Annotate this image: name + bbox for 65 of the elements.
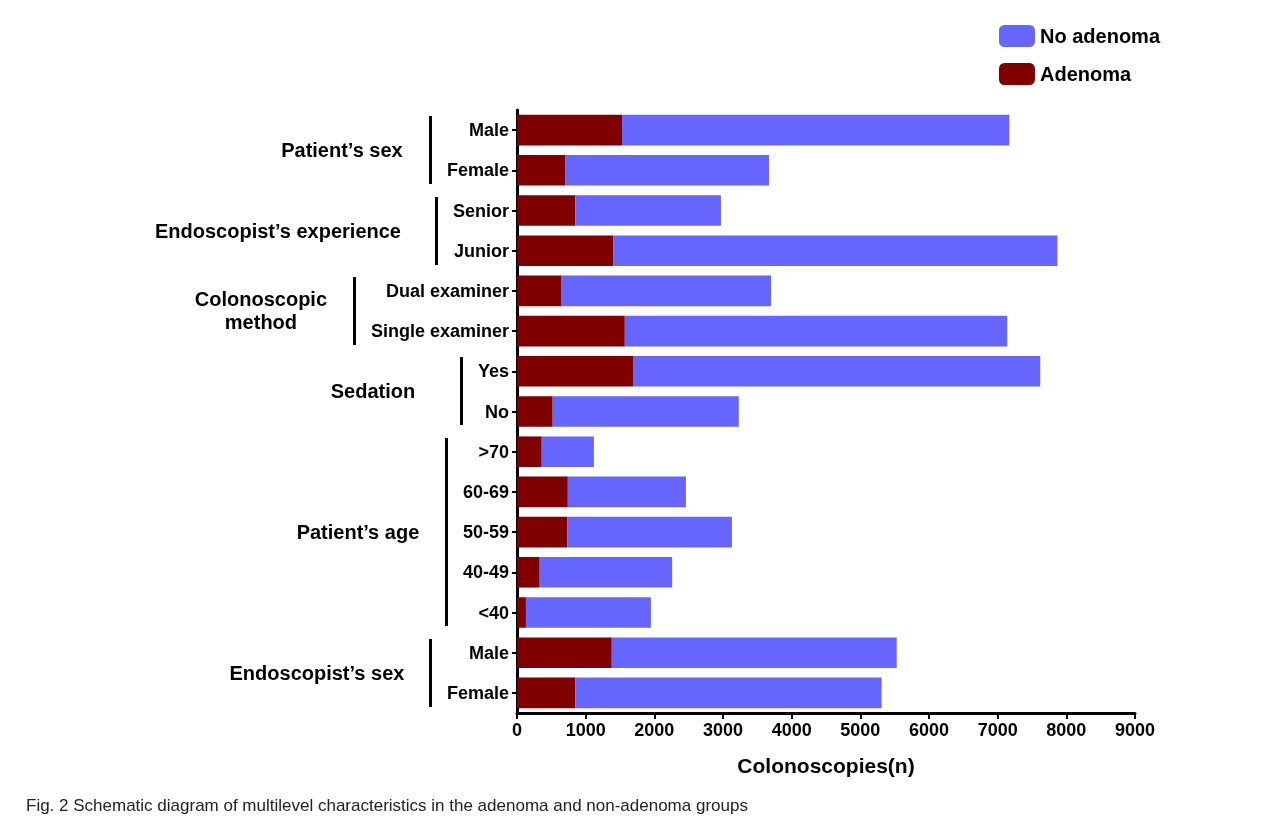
y-tick-label: Senior — [452, 200, 509, 221]
x-tick-label: 2000 — [634, 720, 675, 740]
x-tick-label: 3000 — [702, 720, 744, 740]
bar — [541, 436, 594, 467]
y-tick-label: Yes — [477, 361, 509, 382]
x-tick-label: 8000 — [1046, 720, 1087, 740]
y-tick-label: 50-59 — [462, 522, 509, 543]
bar — [517, 155, 566, 186]
bar — [611, 637, 897, 668]
bar — [517, 315, 625, 347]
bar — [517, 637, 612, 668]
y-tick-label: Female — [446, 682, 509, 703]
x-axis-title: Colonoscopies(n) — [737, 754, 915, 777]
bar — [517, 597, 526, 628]
caption: Fig. 2 Schematic diagram of multilevel characteristics in the adenoma and non-adenoma groups — [26, 796, 748, 816]
bar — [517, 436, 542, 467]
bar — [517, 476, 568, 508]
x-tick-label: 0 — [511, 720, 523, 740]
y-tick-label: Male — [468, 642, 509, 663]
bar — [575, 677, 882, 709]
x-tick-label: 1000 — [565, 720, 606, 740]
bar — [561, 275, 772, 307]
y-tick-label: 40-49 — [462, 562, 509, 583]
y-tick-label: >70 — [478, 441, 509, 462]
bar — [539, 557, 673, 588]
bar — [525, 597, 651, 628]
y-tick-label: No — [485, 401, 509, 422]
legend-label: Adenoma — [1039, 63, 1132, 85]
y-tick-label: Male — [468, 120, 509, 141]
x-tick-label: 9000 — [1114, 720, 1156, 740]
bar — [517, 356, 634, 387]
bar — [517, 557, 540, 588]
y-tick-label: <40 — [478, 602, 509, 623]
y-tick-label: Junior — [453, 240, 509, 261]
text: Colonoscopic method — [193, 288, 329, 334]
bar — [622, 114, 1010, 146]
bar — [567, 516, 732, 548]
bar — [565, 155, 770, 186]
bar — [517, 235, 614, 266]
bar — [517, 275, 562, 307]
bar — [624, 315, 1008, 347]
text: Patient’s sex — [280, 138, 404, 162]
x-tick-label: 4000 — [771, 720, 812, 740]
y-tick-label: Single examiner — [370, 321, 509, 342]
text: Sedation — [329, 379, 417, 403]
bar — [633, 356, 1041, 387]
bar — [567, 476, 686, 508]
x-tick-label: 5000 — [840, 720, 881, 740]
bar — [575, 195, 721, 226]
bar — [517, 677, 576, 709]
x-tick-label: 6000 — [908, 720, 950, 740]
bar — [552, 396, 739, 427]
bar — [517, 195, 576, 226]
y-tick-label: 60-69 — [462, 481, 509, 502]
x-tick-label: 7000 — [977, 720, 1018, 740]
y-tick-label: Female — [446, 160, 509, 181]
bar — [517, 516, 568, 548]
text: Endoscopist’s sex — [228, 661, 406, 685]
text: Patient’s age — [295, 520, 421, 544]
text: Endoscopist’s experience — [153, 219, 402, 243]
y-tick-label: Dual examiner — [385, 280, 509, 301]
bar — [517, 396, 553, 427]
bar — [613, 235, 1058, 266]
bar — [517, 114, 623, 146]
legend-label: No adenoma — [1039, 25, 1161, 47]
